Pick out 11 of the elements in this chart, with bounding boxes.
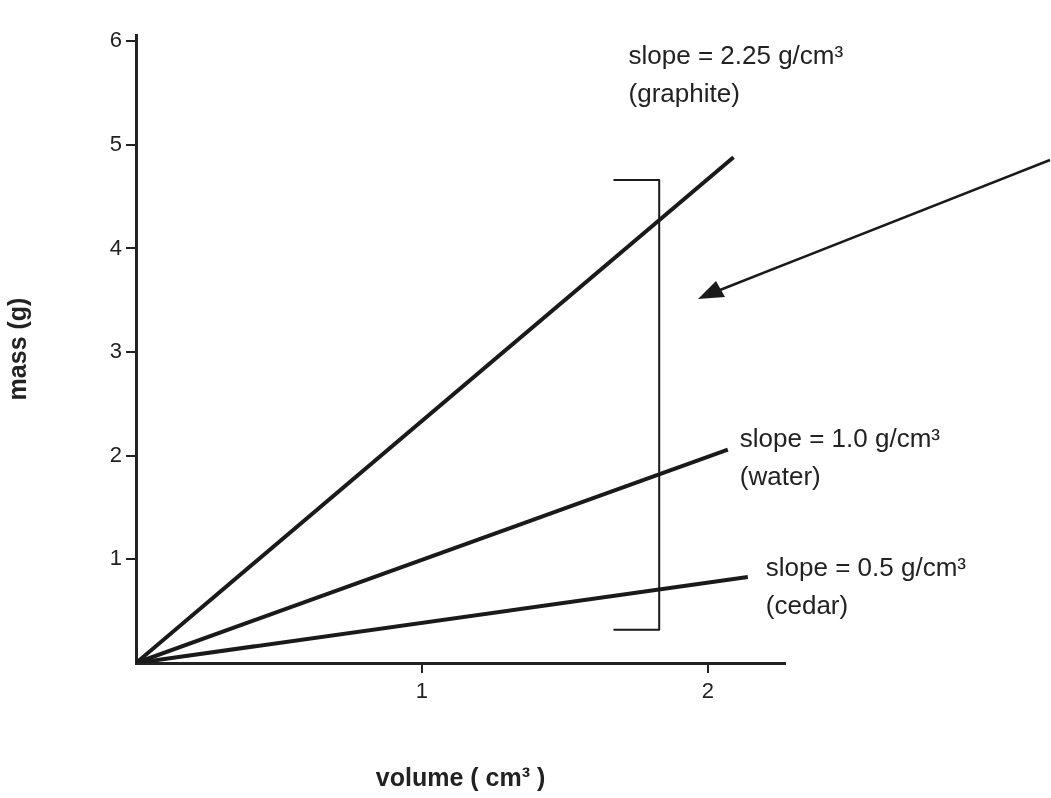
y-tick-label: 4	[109, 234, 122, 260]
x-axis-title: volume ( cm³ )	[375, 762, 546, 791]
y-tick-label: 1	[109, 545, 122, 571]
y-tick-label: 6	[109, 27, 122, 53]
y-tick-label: 3	[109, 338, 122, 364]
annotation: slope = 2.25 g/cm³ (graphite)	[628, 40, 844, 109]
y-tick-label: 5	[109, 130, 122, 156]
y-tick-label: 2	[109, 441, 122, 467]
annotation: slope = 1.0 g/cm³ (water)	[739, 422, 941, 491]
y-axis-title: mass (g)	[2, 297, 31, 401]
annotation: slope = 0.5 g/cm³ (cedar)	[765, 552, 967, 621]
